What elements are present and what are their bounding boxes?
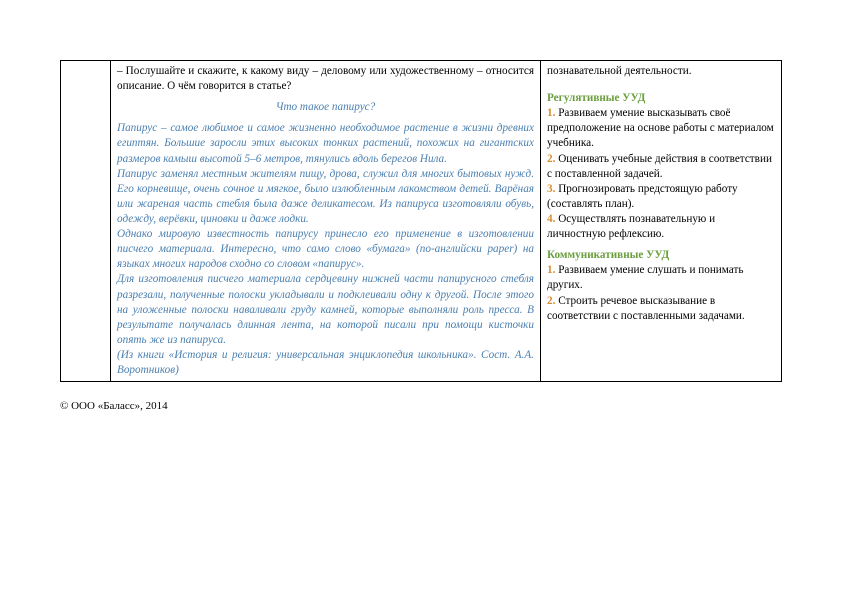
content-table: – Послушайте и скажите, к какому виду – … [60,60,782,382]
reg-text-2: Оценивать учебные действия в соответстви… [547,153,772,180]
reg-item-4: 4. Осуществлять познавательную и личност… [547,212,775,242]
right-line0: познавательной деятельности. [547,64,775,79]
reg-text-3: Прогнозировать предстоящую работу (соста… [547,183,738,210]
reg-text-1: Развиваем умение высказывать своё предпо… [547,107,774,149]
intro-text: – Послушайте и скажите, к какому виду – … [117,64,534,94]
paragraph-2: Папирус заменял местным жителям пищу, др… [117,167,534,227]
paragraph-5: (Из книги «История и религия: универсаль… [117,348,534,378]
com-text-2: Строить речевое высказывание в соответст… [547,295,745,322]
paragraph-3: Однако мировую известность папирусу прин… [117,227,534,272]
reg-item-3: 3. Прогнозировать предстоящую работу (со… [547,182,775,212]
table-row: – Послушайте и скажите, к какому виду – … [61,61,782,382]
footer-copyright: © ООО «Баласс», 2014 [60,400,782,412]
com-item-1: 1. Развиваем умение слушать и понимать д… [547,263,775,293]
paragraph-1: Папирус – самое любимое и самое жизненно… [117,121,534,166]
article-title: Что такое папирус? [117,100,534,115]
heading-communicative: Коммуникативные УУД [547,248,775,263]
cell-left-empty [61,61,111,382]
page: – Послушайте и скажите, к какому виду – … [0,0,842,432]
com-text-1: Развиваем умение слушать и понимать друг… [547,264,743,291]
cell-main: – Послушайте и скажите, к какому виду – … [111,61,541,382]
reg-text-4: Осуществлять познавательную и личностную… [547,213,715,240]
heading-regulative: Регулятивные УУД [547,91,775,106]
reg-item-2: 2. Оценивать учебные действия в соответс… [547,152,775,182]
reg-item-1: 1. Развиваем умение высказывать своё пре… [547,106,775,151]
cell-right: познавательной деятельности. Регулятивны… [541,61,782,382]
paragraph-4: Для изготовления писчего материала сердц… [117,272,534,348]
com-item-2: 2. Строить речевое высказывание в соотве… [547,294,775,324]
